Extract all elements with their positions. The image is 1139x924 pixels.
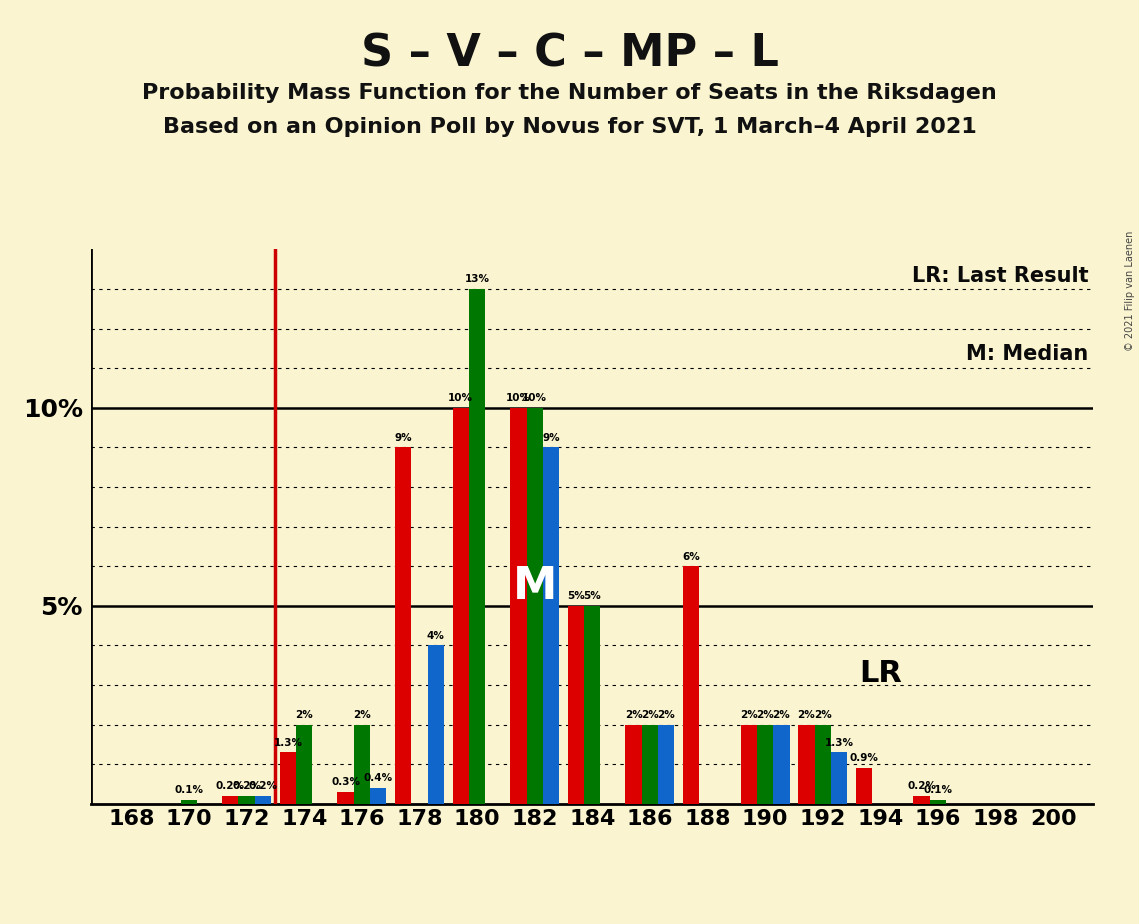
Bar (625, 724, 641, 804)
Bar (238, 796, 255, 804)
Bar (913, 796, 929, 804)
Text: M: M (513, 565, 557, 608)
Text: 10%: 10% (449, 393, 473, 403)
Text: 2%: 2% (657, 710, 675, 720)
Text: 0.2%: 0.2% (232, 781, 261, 791)
Text: 9%: 9% (542, 432, 559, 443)
Bar (683, 566, 699, 804)
Text: LR: LR (859, 659, 902, 687)
Text: © 2021 Filip van Laenen: © 2021 Filip van Laenen (1125, 231, 1134, 351)
Bar (526, 407, 543, 804)
Text: 2%: 2% (641, 710, 658, 720)
Bar (855, 768, 872, 804)
Text: LR: Last Result: LR: Last Result (912, 266, 1089, 286)
Bar (337, 792, 354, 804)
Bar (830, 752, 847, 804)
Bar (929, 800, 947, 804)
Bar (773, 724, 789, 804)
Bar (452, 407, 469, 804)
Text: 0.3%: 0.3% (331, 777, 360, 787)
Bar (658, 724, 674, 804)
Text: 2%: 2% (353, 710, 370, 720)
Bar (798, 724, 814, 804)
Bar (510, 407, 526, 804)
Bar (222, 796, 238, 804)
Text: 6%: 6% (682, 552, 700, 562)
Text: 2%: 2% (624, 710, 642, 720)
Text: S – V – C – MP – L: S – V – C – MP – L (361, 32, 778, 76)
Bar (814, 724, 830, 804)
Bar (255, 796, 271, 804)
Text: 0.9%: 0.9% (850, 753, 878, 763)
Text: 1.3%: 1.3% (825, 737, 853, 748)
Bar (280, 752, 296, 804)
Text: 2%: 2% (756, 710, 775, 720)
Text: 0.2%: 0.2% (248, 781, 278, 791)
Bar (641, 724, 658, 804)
Text: 2%: 2% (772, 710, 790, 720)
Text: Based on an Opinion Poll by Novus for SVT, 1 March–4 April 2021: Based on an Opinion Poll by Novus for SV… (163, 117, 976, 138)
Bar (370, 788, 386, 804)
Bar (395, 447, 411, 804)
Text: 0.1%: 0.1% (924, 785, 952, 796)
Text: Probability Mass Function for the Number of Seats in the Riksdagen: Probability Mass Function for the Number… (142, 83, 997, 103)
Bar (427, 646, 444, 804)
Bar (757, 724, 773, 804)
Text: 0.2%: 0.2% (907, 781, 936, 791)
Bar (469, 289, 485, 804)
Bar (354, 724, 370, 804)
Text: 2%: 2% (797, 710, 816, 720)
Text: 0.1%: 0.1% (174, 785, 204, 796)
Text: 0.4%: 0.4% (363, 773, 393, 784)
Text: 10%: 10% (506, 393, 531, 403)
Bar (584, 606, 600, 804)
Bar (543, 447, 559, 804)
Text: 2%: 2% (814, 710, 831, 720)
Text: 4%: 4% (427, 631, 444, 640)
Text: 2%: 2% (295, 710, 313, 720)
Bar (740, 724, 757, 804)
Text: 10%: 10% (522, 393, 547, 403)
Text: 5%: 5% (583, 591, 601, 602)
Bar (568, 606, 584, 804)
Bar (181, 800, 197, 804)
Text: 1.3%: 1.3% (273, 737, 303, 748)
Text: M: Median: M: Median (966, 344, 1089, 364)
Text: 2%: 2% (740, 710, 757, 720)
Text: 9%: 9% (394, 432, 412, 443)
Text: 5%: 5% (567, 591, 584, 602)
Text: 0.2%: 0.2% (215, 781, 245, 791)
Bar (296, 724, 312, 804)
Text: 13%: 13% (465, 274, 490, 285)
